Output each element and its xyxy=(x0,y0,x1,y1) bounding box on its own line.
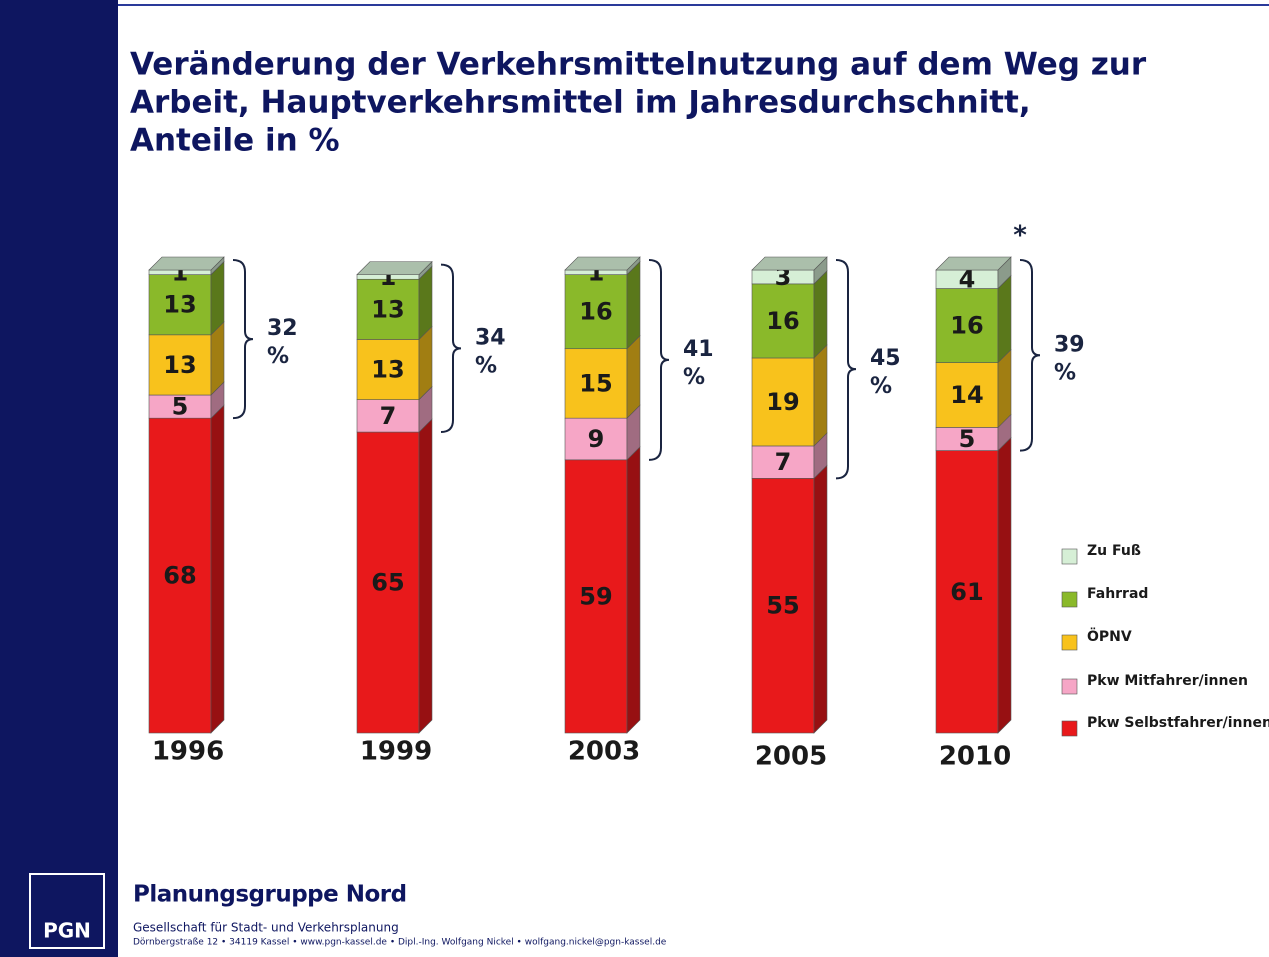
title-line: Anteile in % xyxy=(130,123,340,159)
bar-side xyxy=(813,464,828,734)
bracket-unit: % xyxy=(683,365,705,390)
bar-segment xyxy=(356,399,420,433)
segment-label: 7 xyxy=(380,402,397,430)
legend-swatch xyxy=(1061,678,1078,695)
bracket xyxy=(648,259,670,461)
segment-label: 68 xyxy=(163,562,196,590)
bar-side xyxy=(997,436,1012,734)
legend-label: Fahrrad xyxy=(1087,586,1148,602)
bar-side xyxy=(626,446,641,734)
segment-label: 13 xyxy=(163,351,196,379)
segment-label: 55 xyxy=(766,592,799,620)
bracket-unit: % xyxy=(475,353,497,378)
segment-label: 15 xyxy=(579,369,612,397)
bar-side xyxy=(997,274,1012,364)
bar-side xyxy=(813,344,828,447)
segment-label: 13 xyxy=(371,295,404,323)
bar-side xyxy=(626,334,641,419)
bar-segment xyxy=(751,283,815,359)
bracket xyxy=(1019,259,1041,452)
bar-segment xyxy=(564,417,628,461)
bracket-label: 41 xyxy=(683,337,714,362)
legend-label: Pkw Mitfahrer/innen xyxy=(1087,673,1248,689)
bar-side xyxy=(997,348,1012,429)
segment-label: 13 xyxy=(163,291,196,319)
side-band xyxy=(0,0,118,957)
bar-top xyxy=(935,256,1012,271)
legend-swatch xyxy=(1061,591,1078,608)
bar-segment xyxy=(148,417,212,734)
note: * xyxy=(1013,221,1027,251)
segment-label: 16 xyxy=(950,312,983,340)
company: Planungsgruppe Nord xyxy=(133,882,407,908)
bar-segment xyxy=(356,339,420,400)
segment-label: 4 xyxy=(959,265,976,293)
bar-top xyxy=(148,256,225,271)
segment-label: 16 xyxy=(766,307,799,335)
bracket-label: 32 xyxy=(267,316,298,341)
bar-segment xyxy=(935,288,999,363)
segment-label: 16 xyxy=(579,298,612,326)
legend-swatch xyxy=(1061,720,1078,737)
segment-label: 9 xyxy=(588,425,605,453)
segment-label: 19 xyxy=(766,388,799,416)
segment-label: 65 xyxy=(371,569,404,597)
top-rule xyxy=(118,4,1269,6)
x-tick-label: 2003 xyxy=(568,737,640,767)
x-tick-label: 2005 xyxy=(755,742,827,772)
segment-label: 7 xyxy=(775,448,792,476)
segment-label: 5 xyxy=(959,425,976,453)
segment-label: 5 xyxy=(172,393,189,421)
segment-label: 61 xyxy=(950,578,983,606)
bar-segment xyxy=(564,348,628,419)
bracket-label: 45 xyxy=(870,346,901,371)
legend-label: ÖPNV xyxy=(1087,627,1132,645)
segment-label: 14 xyxy=(950,381,983,409)
title-line: Arbeit, Hauptverkehrsmittel im Jahresdur… xyxy=(130,85,1031,121)
title-line: Veränderung der Verkehrsmittelnutzung au… xyxy=(130,47,1147,83)
company-subtitle: Gesellschaft für Stadt- und Verkehrsplan… xyxy=(133,921,399,935)
x-tick-label: 2010 xyxy=(939,742,1011,772)
bracket xyxy=(835,259,857,480)
bracket-label: 39 xyxy=(1054,332,1085,357)
bar-segment xyxy=(751,357,815,447)
bar-top xyxy=(751,256,828,271)
bracket xyxy=(232,259,254,420)
bracket-unit: % xyxy=(1054,360,1076,385)
bar-segment xyxy=(564,459,628,734)
legend-swatch xyxy=(1061,548,1078,565)
bracket xyxy=(440,263,462,434)
bar-side xyxy=(418,418,433,734)
bar-segment xyxy=(751,478,815,734)
bracket-unit: % xyxy=(870,374,892,399)
x-tick-label: 1999 xyxy=(360,737,432,767)
bar-top xyxy=(564,256,641,271)
bar-side xyxy=(210,404,225,734)
segment-label: 13 xyxy=(371,356,404,384)
legend-label: Zu Fuß xyxy=(1087,543,1141,559)
bar-side xyxy=(813,270,828,359)
x-tick-label: 1996 xyxy=(152,737,224,767)
segment-label: 59 xyxy=(579,582,612,610)
bar-segment xyxy=(751,445,815,479)
legend-swatch xyxy=(1061,634,1078,651)
bar-top xyxy=(356,261,433,275)
logo-box xyxy=(29,873,105,949)
bracket-label: 34 xyxy=(475,325,506,350)
legend-label: Pkw Selbstfahrer/innen xyxy=(1087,715,1269,731)
bar-side xyxy=(626,260,641,350)
address: Dörnbergstraße 12 • 34119 Kassel • www.p… xyxy=(133,938,667,948)
bracket-unit: % xyxy=(267,344,289,369)
bar-segment xyxy=(564,274,628,350)
logo-text: PGN xyxy=(43,919,91,943)
